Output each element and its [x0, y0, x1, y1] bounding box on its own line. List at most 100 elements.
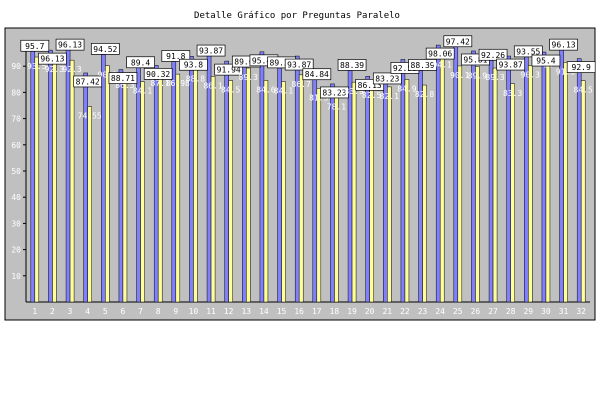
x-tick-label: 16 — [294, 307, 304, 316]
bar-series-1 — [206, 55, 212, 303]
data-label-box — [302, 68, 332, 81]
x-tick-label: 5 — [103, 307, 108, 316]
bar-series-1 — [400, 59, 406, 303]
bar-series-2 — [316, 88, 322, 303]
data-label-series-2: 89.3 — [239, 73, 258, 82]
data-label-series-1: 89.35 — [270, 58, 294, 67]
bar-series-1 — [576, 58, 582, 303]
x-tick-label: 11 — [206, 307, 216, 316]
data-label-series-1: 90.32 — [146, 70, 170, 79]
bar-series-1 — [224, 60, 229, 303]
bar-series-1 — [277, 67, 282, 303]
bar-series-2 — [528, 65, 533, 303]
bar-series-2 — [140, 81, 145, 303]
data-label-box — [214, 63, 244, 76]
data-label-series-2: 83.9 — [344, 87, 363, 96]
chart-title: Detalle Gráfico por Preguntas Paralelo — [194, 11, 400, 21]
bar-series-2 — [52, 59, 57, 303]
bar-series-1 — [153, 65, 159, 303]
y-tick-label: 40 — [11, 193, 21, 202]
x-ticks: 1 2 3 4 5 6 7 8 9 10 11 12 13 14 15 16 17 18 19 20 21 22 23 24 2… — [32, 307, 586, 316]
data-label-series-1: 87.42 — [76, 77, 100, 86]
data-label-series-2: 86.98 — [166, 79, 190, 88]
data-label-series-2: 82.5 — [362, 91, 381, 100]
bar-series-1 — [101, 54, 106, 303]
data-label-box — [372, 72, 402, 85]
bar-series-2 — [298, 74, 304, 303]
data-label-box — [38, 52, 67, 65]
bar-series-1 — [330, 83, 335, 303]
data-label-series-2: 84.9 — [397, 85, 416, 94]
y-tick-label: 60 — [11, 141, 21, 150]
data-label-series-2: 89.9 — [468, 71, 487, 80]
data-label-series-2: 78.1 — [327, 102, 346, 111]
data-label-series-1: 93.87 — [287, 61, 311, 70]
bar-series-1 — [189, 55, 194, 303]
bar-series-2 — [263, 80, 269, 303]
bar-series-2 — [157, 73, 163, 303]
bar-series-2 — [510, 83, 515, 303]
data-label-series-1: 95.4 — [536, 57, 555, 66]
data-label-series-2: 84.6 — [256, 85, 275, 94]
data-label-series-1: 88.39 — [340, 61, 364, 70]
data-label-box — [90, 43, 120, 55]
bar-series-2 — [87, 106, 92, 303]
data-labels: 93.595.792.396.1392.396.1374.5587.4290.2… — [20, 35, 596, 121]
bar-series-2 — [351, 81, 357, 303]
data-label-series-1: 94.52 — [93, 45, 117, 54]
y-tick-label: 70 — [11, 115, 21, 124]
data-label-series-2: 81.5 — [309, 93, 328, 102]
data-label-series-1: 93.87 — [199, 47, 223, 56]
x-tick-label: 24 — [435, 307, 445, 316]
x-tick-label: 20 — [365, 307, 375, 316]
data-label-box — [143, 68, 173, 80]
bar-series-2 — [404, 79, 410, 303]
x-tick-label: 26 — [471, 307, 481, 316]
data-label-box — [337, 59, 367, 71]
x-tick-label: 32 — [576, 307, 586, 316]
bar-series-1 — [294, 55, 300, 303]
data-label-series-1: 83.23 — [322, 88, 346, 97]
bar-series-1 — [524, 56, 529, 303]
x-tick-label: 31 — [559, 307, 569, 316]
bar-series-1 — [312, 79, 318, 303]
data-label-box — [161, 50, 191, 62]
bar-series-1 — [242, 66, 247, 303]
data-label-series-1: 83.23 — [375, 74, 399, 83]
data-label-series-1: 92.26 — [481, 51, 505, 60]
bar-series-1 — [65, 49, 71, 303]
x-tick-label: 15 — [277, 307, 287, 316]
data-label-series-2: 90.2 — [98, 71, 117, 80]
data-label-series-2: 84.5 — [574, 86, 593, 95]
bar-series-2 — [105, 65, 110, 303]
data-label-box — [20, 39, 50, 52]
bar-series-2 — [580, 80, 586, 303]
x-tick-label: 21 — [382, 307, 392, 316]
data-label-box — [355, 78, 385, 91]
bar-series-2 — [193, 69, 198, 303]
data-label-box — [126, 56, 155, 69]
x-tick-label: 10 — [189, 307, 199, 316]
data-label-box — [549, 38, 578, 51]
data-label-series-2: 87.1 — [151, 79, 170, 88]
data-label-series-2: 84.1 — [274, 87, 293, 96]
data-label-series-1: 95.7 — [25, 42, 44, 51]
data-label-box — [55, 38, 85, 51]
data-label-series-2: 89.3 — [485, 73, 504, 82]
x-tick-label: 14 — [259, 307, 269, 316]
bar-series-1 — [541, 51, 547, 303]
x-tick-label: 8 — [156, 307, 161, 316]
data-label-series-2: 91.5 — [556, 67, 575, 76]
bar-series-2 — [369, 85, 374, 303]
data-label-series-1: 88.39 — [411, 61, 435, 70]
bar-series-2 — [457, 65, 463, 303]
data-label-series-1: 96.13 — [40, 55, 64, 64]
data-label-series-2: 86.7 — [292, 80, 311, 89]
bar-series-2 — [175, 73, 181, 303]
data-label-series-2: 94.1 — [433, 60, 452, 69]
data-label-box — [320, 86, 349, 99]
bar-series-1 — [83, 72, 88, 303]
x-tick-label: 2 — [50, 307, 55, 316]
y-tick-label: 30 — [11, 219, 21, 228]
data-label-series-2: 82.8 — [415, 90, 434, 99]
